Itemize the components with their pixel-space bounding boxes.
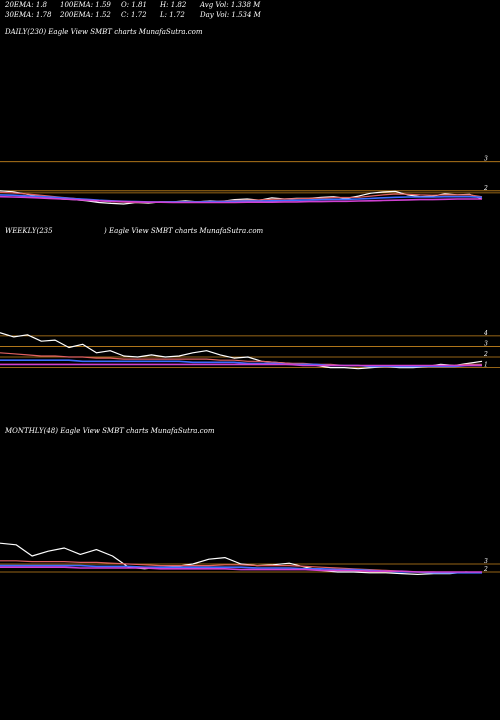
daily-ema_long-line	[0, 195, 482, 204]
weekly-chart: 4 3 2 1	[0, 330, 500, 370]
ema200-label: 200EMA: 1.52	[60, 11, 111, 19]
day-vol-label: Day Vol: 1.534 M	[200, 11, 261, 19]
avg-vol-label: Avg Vol: 1.338 M	[200, 1, 261, 9]
weekly-ema_mid-line	[0, 359, 482, 368]
weekly-price-tick-label: 4	[483, 330, 488, 337]
weekly-price-tick-label: 2	[483, 351, 488, 358]
monthly-price-line	[0, 542, 483, 576]
ema20-label: 20EMA: 1.8	[5, 1, 47, 9]
weekly-price-tick-label: 3	[484, 340, 488, 347]
weekly-price-line	[0, 332, 483, 370]
weekly-panel-label-right: ) Eagle View SMBT charts MunafaSutra.com	[104, 227, 264, 235]
daily-price-tick-label: 2	[483, 185, 488, 192]
daily-chart: 32	[0, 156, 500, 205]
monthly-price-tick-label: 3	[484, 558, 488, 565]
high-label: H: 1.82	[160, 1, 187, 9]
weekly-price-tick-label: 1	[484, 362, 488, 369]
daily-ema_mid-line	[0, 194, 483, 203]
weekly-panel-label-left: WEEKLY(235	[5, 227, 53, 235]
ema100-label: 100EMA: 1.59	[60, 1, 111, 9]
daily-panel-label: DAILY(230) Eagle View SMBT charts Munafa…	[5, 28, 203, 36]
close-label: C: 1.72	[121, 11, 147, 19]
daily-price-tick-label: 3	[484, 156, 488, 163]
monthly-panel-label: MONTHLY(48) Eagle View SMBT charts Munaf…	[5, 427, 215, 435]
monthly-chart: 32	[0, 542, 500, 576]
low-label: L: 1.72	[160, 11, 185, 19]
monthly-price-tick-label: 2	[483, 566, 488, 573]
monthly-ema_long-line	[0, 566, 482, 573]
ema30-label: 30EMA: 1.78	[5, 11, 52, 19]
open-label: O: 1.81	[121, 1, 147, 9]
weekly-ema_long-line	[0, 363, 482, 367]
